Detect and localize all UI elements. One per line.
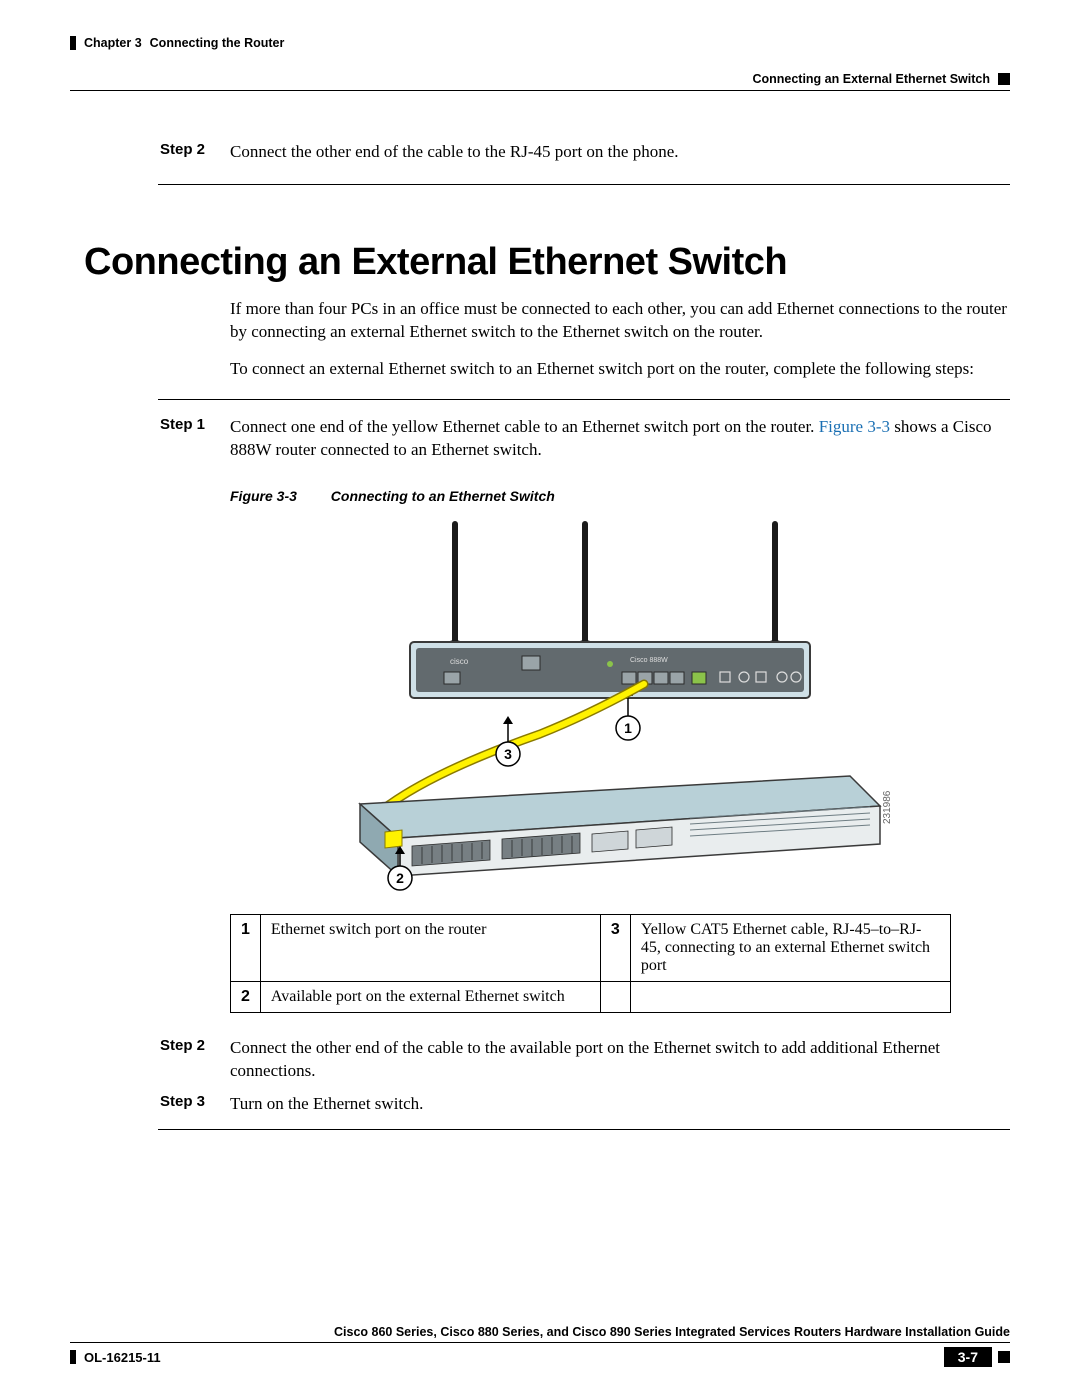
header-rule xyxy=(70,90,1010,91)
legend-text-empty xyxy=(630,981,950,1012)
table-row: 1 Ethernet switch port on the router 3 Y… xyxy=(231,914,951,981)
page-title: Connecting an External Ethernet Switch xyxy=(84,241,1010,284)
antenna-icon xyxy=(455,524,775,644)
section-end-rule xyxy=(158,184,1010,185)
page-number: 3-7 xyxy=(944,1347,992,1367)
router-brand-label: cisco xyxy=(450,657,469,666)
intro-para-2: To connect an external Ethernet switch t… xyxy=(230,358,1010,381)
legend-text: Yellow CAT5 Ethernet cable, RJ-45–to–RJ-… xyxy=(630,914,950,981)
chapter-title: Connecting the Router xyxy=(150,36,285,50)
header-left-bar-icon xyxy=(70,36,76,50)
legend-num: 2 xyxy=(231,981,261,1012)
step-label: Step 1 xyxy=(70,416,230,462)
step3-row: Step 3 Turn on the Ethernet switch. xyxy=(70,1093,1010,1116)
figure-caption: Figure 3-3 Connecting to an Ethernet Swi… xyxy=(230,488,1010,504)
header-right-square-icon xyxy=(998,73,1010,85)
step-text: Turn on the Ethernet switch. xyxy=(230,1093,1010,1116)
step-label: Step 2 xyxy=(70,1037,230,1083)
page-footer: Cisco 860 Series, Cisco 880 Series, and … xyxy=(70,1325,1010,1367)
router-ports xyxy=(622,672,706,684)
step-text: Connect the other end of the cable to th… xyxy=(230,141,1010,164)
figure-title: Connecting to an Ethernet Switch xyxy=(331,488,555,504)
figure-legend-table: 1 Ethernet switch port on the router 3 Y… xyxy=(230,914,951,1013)
figure-number: Figure 3-3 xyxy=(230,488,297,504)
image-number: 231986 xyxy=(882,790,893,824)
prev-step-row: Step 2 Connect the other end of the cabl… xyxy=(70,141,1010,164)
section-title: Connecting an External Ethernet Switch xyxy=(752,72,990,86)
figure-diagram: cisco Cisco 888W xyxy=(230,514,950,894)
step1-row: Step 1 Connect one end of the yellow Eth… xyxy=(70,416,1010,462)
footer-doc-number: OL-16215-11 xyxy=(84,1350,161,1365)
step2-row: Step 2 Connect the other end of the cabl… xyxy=(70,1037,1010,1083)
table-row: 2 Available port on the external Etherne… xyxy=(231,981,951,1012)
step-label: Step 2 xyxy=(70,141,230,164)
footer-doc-title: Cisco 860 Series, Cisco 880 Series, and … xyxy=(70,1325,1010,1343)
chapter-number: Chapter 3 xyxy=(84,36,142,50)
legend-num: 3 xyxy=(600,914,630,981)
router-face xyxy=(416,648,804,692)
legend-text: Ethernet switch port on the router xyxy=(260,914,600,981)
legend-num: 1 xyxy=(231,914,261,981)
figure-link[interactable]: Figure 3-3 xyxy=(819,417,890,436)
svg-text:1: 1 xyxy=(624,720,632,736)
page-header: Chapter 3 Connecting the Router Connecti… xyxy=(70,36,1010,91)
footer-square-icon xyxy=(998,1351,1010,1363)
legend-text: Available port on the external Ethernet … xyxy=(260,981,600,1012)
step-text: Connect one end of the yellow Ethernet c… xyxy=(230,416,1010,462)
steps-start-rule xyxy=(158,399,1010,400)
footer-bar-icon xyxy=(70,1350,76,1364)
step-label: Step 3 xyxy=(70,1093,230,1116)
router-model-label: Cisco 888W xyxy=(630,657,668,664)
ethernet-switch xyxy=(360,776,880,876)
legend-num-empty xyxy=(600,981,630,1012)
step1-text-a: Connect one end of the yellow Ethernet c… xyxy=(230,417,819,436)
intro-para-1: If more than four PCs in an office must … xyxy=(230,298,1010,344)
svg-text:2: 2 xyxy=(396,870,404,886)
step-text: Connect the other end of the cable to th… xyxy=(230,1037,1010,1083)
steps-end-rule xyxy=(158,1129,1010,1130)
svg-text:3: 3 xyxy=(504,746,512,762)
